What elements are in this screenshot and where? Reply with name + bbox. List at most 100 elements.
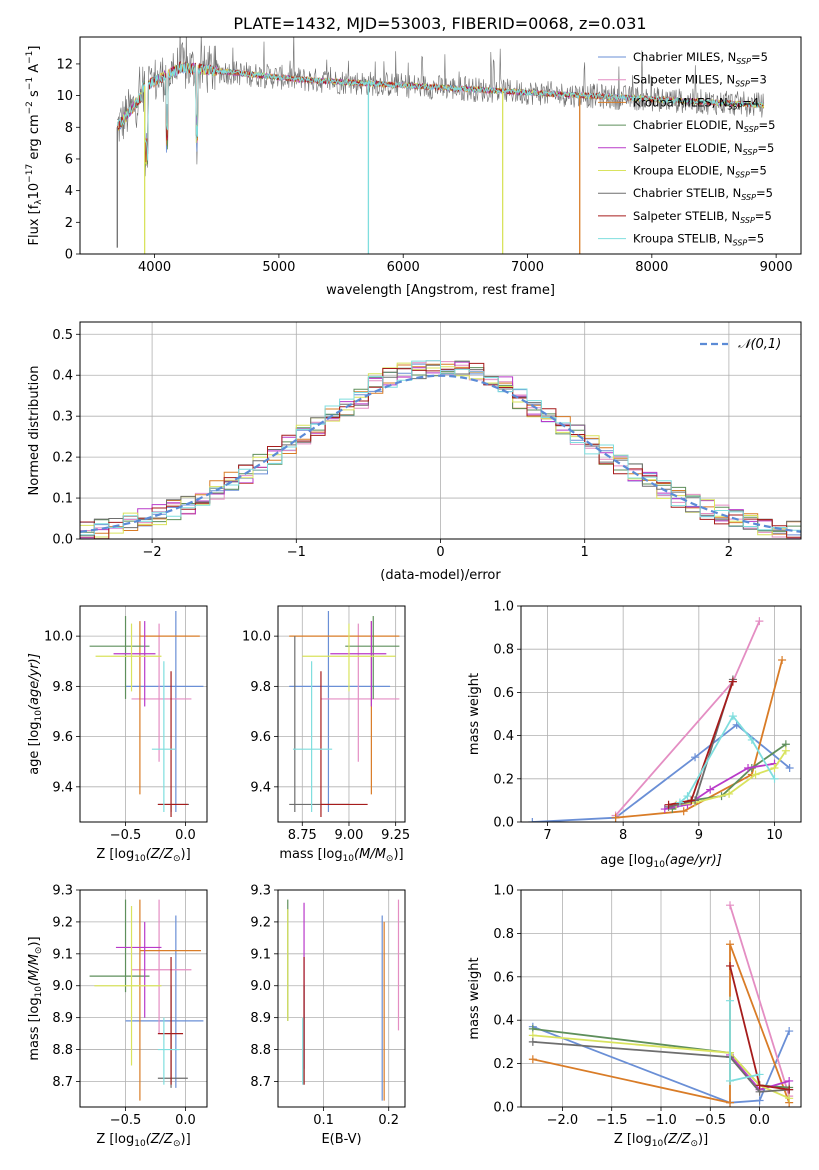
weight-marker	[728, 712, 737, 721]
y-tick-label: 0.0	[52, 533, 73, 548]
y-tick-label: 4	[65, 184, 73, 199]
weight-marker	[785, 1027, 794, 1036]
y-tick-label: 0.6	[493, 970, 514, 985]
y-tick-label: 1.0	[493, 884, 514, 899]
legend-entry: Kroupa STELIB, NSSP=5	[633, 232, 764, 248]
x-tick-label: 8	[619, 828, 627, 843]
y-tick-label: 0.4	[493, 1014, 514, 1029]
legend-entry: 𝒩(0,1)	[738, 337, 781, 352]
legend-entry: Salpeter ELODIE, NSSP=5	[633, 141, 774, 157]
y-tick-label: 0	[65, 248, 73, 263]
x-tick-label: 7000	[511, 260, 544, 275]
y-tick-label: 9.3	[250, 884, 271, 899]
x-tick-label: 0.0	[175, 828, 196, 843]
y-tick-label: 8.9	[250, 1011, 271, 1026]
x-tick-label: 6000	[387, 260, 420, 275]
y-axis-label: mass weight	[467, 957, 482, 1039]
x-tick-label: −1.5	[596, 1113, 628, 1128]
x-axis-label: E(B-V)	[321, 1132, 361, 1147]
y-tick-label: 0.0	[493, 1101, 514, 1116]
y-tick-label: 10	[56, 89, 73, 104]
x-tick-label: 0.0	[749, 1113, 770, 1128]
legend-entry: Salpeter STELIB, NSSP=5	[633, 209, 772, 225]
y-tick-label: 0.4	[493, 729, 514, 744]
weight-marker	[778, 656, 787, 664]
y-tick-label: 0.1	[52, 492, 73, 507]
weight-line-1	[614, 620, 761, 817]
axes-frame	[79, 321, 802, 540]
weight-marker	[755, 617, 764, 626]
y-tick-label: 12	[56, 57, 73, 72]
subplot-7: −2.0 −1.5 −1.0 −0.5 0.0 0.0 0.2 0.4 0.6 0.8 1.0 mas…	[467, 884, 802, 1149]
y-tick-label: 8.8	[250, 1043, 271, 1058]
y-axis-label: Normed distribution	[27, 366, 42, 496]
y-tick-label: 9.8	[52, 680, 73, 695]
spectrum-plot	[116, 37, 765, 254]
weight-marker	[770, 774, 779, 783]
weight-marker	[744, 764, 753, 772]
weight-marker	[725, 789, 734, 798]
subplot-1: −2 −1 0 1 2 0.0 0.1 0.2 0.3 0.4 0.5 (data-model)/er…	[27, 321, 802, 583]
normal-reference-curve	[80, 374, 801, 533]
y-tick-label: 6	[65, 152, 73, 167]
x-tick-label: 10	[766, 828, 783, 843]
x-tick-label: −0.5	[110, 1113, 142, 1128]
y-tick-label: 1.0	[493, 600, 514, 615]
weight-marker	[687, 796, 696, 805]
x-tick-label: 9.25	[381, 828, 410, 843]
weight-marker	[770, 764, 779, 772]
errorbar-plot	[89, 899, 204, 1101]
weight-marker	[785, 1094, 794, 1103]
axes-frame	[79, 36, 802, 255]
x-tick-label: 8.75	[288, 828, 317, 843]
histogram-plot	[80, 360, 801, 539]
y-tick-label: 8.8	[52, 1043, 73, 1058]
y-tick-label: 9.4	[52, 780, 73, 795]
legend-entry: Kroupa MILES, NSSP=4	[633, 95, 759, 111]
weight-marker	[785, 1085, 794, 1094]
y-tick-label: 0.2	[493, 1057, 514, 1072]
y-tick-label: 9.4	[250, 780, 271, 795]
weight-marker	[785, 1076, 794, 1085]
x-axis-label: wavelength [Angstrom, rest frame]	[326, 283, 555, 298]
x-tick-label: −0.5	[695, 1113, 727, 1128]
y-tick-label: 8	[65, 121, 73, 136]
y-tick-label: 9.2	[250, 915, 271, 930]
subplot-4: 7 8 9 10 0.0 0.2 0.4 0.6 0.8 1.0 mass weight age [l…	[467, 600, 802, 870]
x-tick-label: 2	[725, 545, 733, 560]
weight-marker	[751, 770, 760, 779]
weight-line-6	[532, 1041, 790, 1093]
legend-entry: Chabrier STELIB, NSSP=5	[633, 186, 773, 202]
legend-entry: Chabrier MILES, NSSP=5	[633, 50, 768, 66]
weight-line-0	[532, 1025, 791, 1104]
axes-frame	[520, 605, 802, 823]
weight-line-5	[532, 1034, 790, 1100]
x-tick-label: 5000	[262, 260, 295, 275]
spectrum-8	[116, 63, 765, 161]
spectrum-7	[116, 60, 765, 163]
axes-frame	[79, 605, 208, 823]
x-axis-label: mass [log10(M/M⊙)]	[279, 847, 403, 864]
weight-marker	[726, 1076, 735, 1085]
axes-frame	[520, 889, 802, 1108]
errorbar-plot	[289, 611, 400, 817]
axes-frame	[277, 889, 406, 1108]
weight-marker	[664, 800, 673, 809]
weight-marker	[726, 901, 735, 910]
y-axis-label: mass weight	[467, 673, 482, 755]
y-tick-label: 8.7	[250, 1075, 271, 1090]
weight-marker	[728, 677, 737, 686]
errorbar-plot	[89, 611, 204, 817]
x-tick-label: 9000	[760, 260, 793, 275]
weight-marker	[747, 735, 756, 744]
y-tick-label: 0.0	[493, 816, 514, 831]
y-tick-label: 9.2	[52, 915, 73, 930]
weight-marker	[726, 940, 735, 949]
subplot-2: −0.5 0.0 9.4 9.6 9.8 10.0 Z [log10(Z/Z⊙)] age […	[27, 605, 208, 864]
weight-marker	[781, 746, 790, 755]
y-tick-label: 0.8	[493, 643, 514, 658]
y-axis-label: Flux [fλ10−17 erg cm−2 s−1 A−1]	[25, 46, 44, 246]
x-tick-label: −2.0	[547, 1113, 579, 1128]
x-tick-label: −1.0	[645, 1113, 677, 1128]
